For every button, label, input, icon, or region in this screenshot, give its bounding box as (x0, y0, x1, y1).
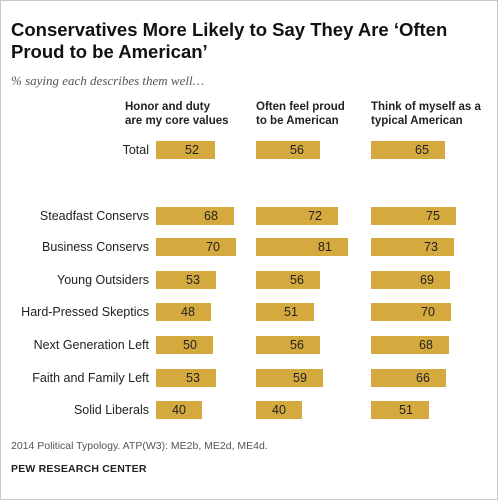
data-label: 65 (415, 143, 429, 157)
data-label: 68 (419, 338, 433, 352)
data-label: 69 (420, 273, 434, 287)
bar-series-2 (256, 303, 314, 321)
bar-series-2 (256, 141, 320, 159)
bar-series-2 (256, 238, 348, 256)
bar-series-3 (371, 271, 450, 289)
category-label: Steadfast Conservs (39, 209, 149, 223)
data-label: 53 (186, 371, 200, 385)
bar-series-3 (371, 336, 449, 354)
bar-series-1 (156, 401, 202, 419)
data-label: 48 (181, 305, 195, 319)
data-label: 56 (290, 273, 304, 287)
category-label: Business Conservs (42, 240, 149, 254)
column-header-1-line-2: are my core values (125, 115, 229, 127)
column-header-3-line-2: typical American (371, 115, 463, 127)
bar-series-1 (156, 303, 211, 321)
data-label: 52 (185, 143, 199, 157)
data-label: 59 (293, 371, 307, 385)
bar-series-1 (156, 207, 234, 225)
bar-series-2 (256, 401, 302, 419)
column-header-2-line-1: Often feel proud (256, 101, 345, 113)
data-label: 72 (308, 209, 322, 223)
bar-series-2 (256, 207, 338, 225)
data-label: 51 (284, 305, 298, 319)
bar-series-1 (156, 271, 216, 289)
data-label: 40 (272, 403, 286, 417)
data-label: 75 (426, 209, 440, 223)
bar-series-1 (156, 141, 215, 159)
category-label: Faith and Family Left (32, 371, 149, 385)
data-label: 73 (424, 240, 438, 254)
bar-series-1 (156, 238, 236, 256)
footnote: 2014 Political Typology. ATP(W3): ME2b, … (11, 440, 268, 452)
data-label: 81 (318, 240, 332, 254)
data-label: 56 (290, 143, 304, 157)
chart-subtitle: % saying each describes them well… (11, 73, 205, 88)
bar-series-3 (371, 303, 451, 321)
bar-series-3 (371, 238, 454, 256)
bar-series-2 (256, 336, 320, 354)
data-label: 70 (421, 305, 435, 319)
bar-series-2 (256, 271, 320, 289)
bar-series-2 (256, 369, 323, 387)
bar-series-3 (371, 207, 456, 225)
bar-series-3 (371, 401, 429, 419)
category-label: Total (122, 143, 149, 157)
data-label: 70 (206, 240, 220, 254)
data-label: 68 (204, 209, 218, 223)
data-label: 51 (399, 403, 413, 417)
data-label: 40 (172, 403, 186, 417)
bar-series-1 (156, 369, 216, 387)
data-label: 66 (416, 371, 430, 385)
category-label: Hard-Pressed Skeptics (21, 305, 149, 319)
category-label: Young Outsiders (57, 273, 149, 287)
data-label: 50 (183, 338, 197, 352)
column-header-1-line-1: Honor and duty (125, 101, 210, 113)
bar-series-1 (156, 336, 213, 354)
column-header-1: Honor and duty are my core values (125, 100, 229, 128)
column-header-3: Think of myself as a typical American (371, 100, 481, 128)
category-label: Solid Liberals (73, 403, 149, 417)
chart-title: Conservatives More Likely to Say They Ar… (11, 19, 448, 62)
source-label: PEW RESEARCH CENTER (11, 463, 147, 475)
bar-series-3 (371, 141, 445, 159)
category-label: Next Generation Left (33, 338, 149, 352)
column-header-3-line-1: Think of myself as a (371, 101, 481, 113)
data-label: 56 (290, 338, 304, 352)
column-header-2: Often feel proud to be American (256, 100, 345, 128)
bar-series-3 (371, 369, 446, 387)
column-header-2-line-2: to be American (256, 115, 339, 127)
data-label: 53 (186, 273, 200, 287)
